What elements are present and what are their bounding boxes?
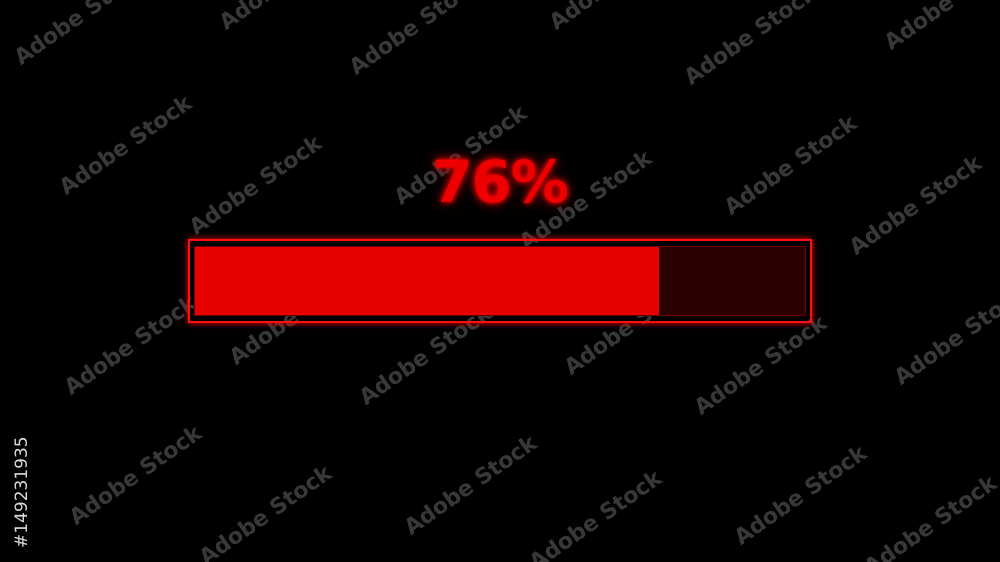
progress-track [194,246,806,316]
watermark-text: Adobe Stock [545,0,687,35]
watermark-text: Adobe Stock [215,0,357,35]
watermark-text: Adobe Stock [690,310,832,421]
progress-percent-label: 76% [432,148,569,216]
watermark-text: Adobe Stock [525,465,667,562]
watermark-text: Adobe Stock [680,0,822,91]
progress-bar [188,239,812,323]
watermark-text: Adobe Stock [890,280,1000,391]
watermark-text: Adobe Stock [60,290,202,401]
progress-fill [195,247,659,315]
watermark-text: Adobe Stock [860,470,1000,562]
watermark-text: Adobe Stock [65,420,207,531]
watermark-id: #149231935 [12,436,32,548]
watermark-text: Adobe Stock [195,460,337,562]
watermark-text: Adobe Stock [10,0,152,71]
watermark-text: Adobe Stock [400,430,542,541]
watermark-text: Adobe Stock [730,440,872,551]
watermark-text: Adobe Stock [880,0,1000,56]
watermark-text: Adobe Stock [345,0,487,81]
